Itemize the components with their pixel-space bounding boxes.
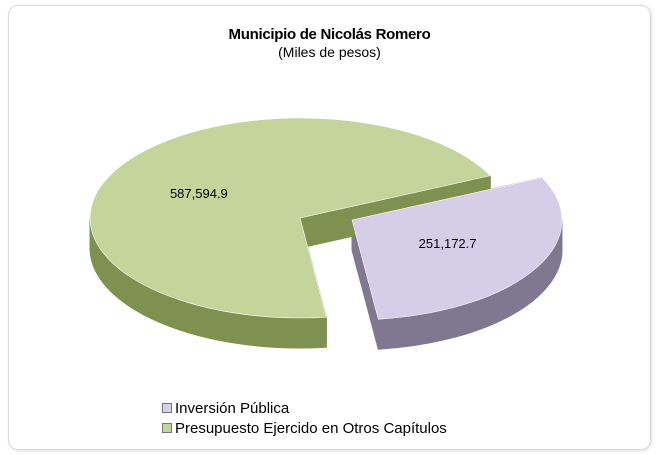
legend-swatch-inversion <box>162 403 172 413</box>
slice-presupuesto-value-label: 587,594.9 <box>170 186 228 201</box>
legend-label-presupuesto: Presupuesto Ejercido en Otros Capítulos <box>175 420 447 437</box>
legend-swatch-presupuesto <box>162 423 172 433</box>
legend-label-inversion: Inversión Pública <box>175 400 289 417</box>
legend-item-presupuesto: Presupuesto Ejercido en Otros Capítulos <box>162 418 447 438</box>
legend: Inversión Pública Presupuesto Ejercido e… <box>162 398 447 438</box>
slice-inversion-value-label: 251,172.7 <box>419 236 477 251</box>
legend-item-inversion: Inversión Pública <box>162 398 447 418</box>
